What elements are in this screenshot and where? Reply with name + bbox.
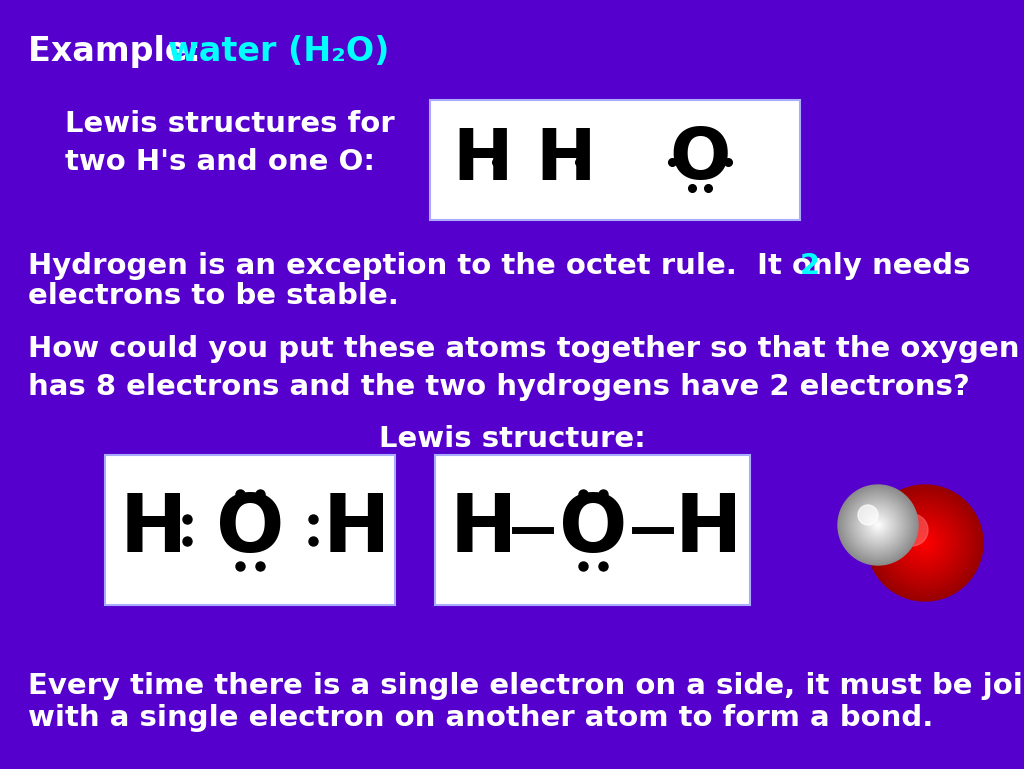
Circle shape <box>860 507 896 543</box>
Circle shape <box>894 511 956 574</box>
Circle shape <box>907 525 943 561</box>
Circle shape <box>905 524 944 562</box>
Text: H: H <box>450 491 517 569</box>
Circle shape <box>876 494 974 592</box>
Text: H: H <box>675 491 742 569</box>
Text: H: H <box>535 125 596 195</box>
Circle shape <box>874 492 976 594</box>
Circle shape <box>840 486 916 564</box>
Text: Lewis structures for
two H's and one O:: Lewis structures for two H's and one O: <box>65 110 394 176</box>
Circle shape <box>895 513 954 573</box>
Circle shape <box>896 514 928 546</box>
Circle shape <box>914 533 935 554</box>
Circle shape <box>858 505 878 525</box>
Circle shape <box>891 509 959 578</box>
Circle shape <box>850 498 905 553</box>
Circle shape <box>918 535 933 551</box>
Circle shape <box>889 508 961 579</box>
Circle shape <box>881 498 970 588</box>
Circle shape <box>885 503 966 583</box>
Text: Every time there is a single electron on a side, it must be joined: Every time there is a single electron on… <box>28 672 1024 700</box>
Circle shape <box>868 515 888 534</box>
Circle shape <box>900 518 950 568</box>
Circle shape <box>924 541 927 544</box>
Circle shape <box>868 487 982 600</box>
Text: How could you put these atoms together so that the oxygen
has 8 electrons and th: How could you put these atoms together s… <box>28 335 1020 401</box>
Circle shape <box>838 485 918 565</box>
Circle shape <box>911 530 938 557</box>
Circle shape <box>842 489 913 561</box>
Circle shape <box>920 537 931 549</box>
Circle shape <box>903 521 947 565</box>
Circle shape <box>867 485 983 601</box>
Circle shape <box>865 513 891 538</box>
Circle shape <box>841 488 915 562</box>
Circle shape <box>878 495 973 591</box>
Circle shape <box>876 522 881 528</box>
Circle shape <box>849 496 907 554</box>
Circle shape <box>922 540 928 546</box>
Circle shape <box>848 494 908 555</box>
Circle shape <box>861 508 895 541</box>
Text: Example:: Example: <box>28 35 213 68</box>
Circle shape <box>892 511 957 576</box>
Circle shape <box>872 491 977 595</box>
Circle shape <box>884 501 967 584</box>
Circle shape <box>921 538 930 548</box>
Circle shape <box>877 524 880 526</box>
Text: H: H <box>323 491 390 569</box>
Text: Hydrogen is an exception to the octet rule.  It only needs: Hydrogen is an exception to the octet ru… <box>28 252 981 280</box>
Text: water (H₂O): water (H₂O) <box>168 35 389 68</box>
Text: H: H <box>120 491 187 569</box>
Circle shape <box>863 510 893 540</box>
Circle shape <box>873 521 882 529</box>
Circle shape <box>888 506 963 580</box>
Circle shape <box>844 491 912 560</box>
Text: O: O <box>559 491 627 569</box>
Circle shape <box>859 506 897 544</box>
FancyBboxPatch shape <box>430 100 800 220</box>
Text: O: O <box>216 491 285 569</box>
Circle shape <box>898 516 951 570</box>
FancyBboxPatch shape <box>105 455 395 605</box>
Text: with a single electron on another atom to form a bond.: with a single electron on another atom t… <box>28 704 933 732</box>
Circle shape <box>887 504 964 581</box>
Circle shape <box>867 514 889 536</box>
Circle shape <box>910 528 940 558</box>
Circle shape <box>904 522 946 564</box>
Circle shape <box>869 517 887 533</box>
Circle shape <box>855 501 901 548</box>
Circle shape <box>845 492 911 558</box>
Circle shape <box>871 518 885 532</box>
Circle shape <box>856 503 900 547</box>
Circle shape <box>857 504 899 546</box>
Text: Lewis structure:: Lewis structure: <box>379 425 645 453</box>
Circle shape <box>879 497 971 589</box>
Circle shape <box>852 499 904 551</box>
Circle shape <box>897 514 953 571</box>
Circle shape <box>872 520 884 531</box>
Circle shape <box>916 534 934 552</box>
Circle shape <box>853 500 903 550</box>
Text: H: H <box>452 125 512 195</box>
Circle shape <box>901 519 949 567</box>
Circle shape <box>846 493 909 557</box>
Circle shape <box>871 489 979 597</box>
Text: O: O <box>670 125 731 195</box>
Circle shape <box>864 511 892 539</box>
Text: electrons to be stable.: electrons to be stable. <box>28 282 399 310</box>
FancyBboxPatch shape <box>435 455 750 605</box>
Circle shape <box>882 500 968 586</box>
Circle shape <box>908 527 941 559</box>
Text: 2: 2 <box>800 252 820 280</box>
Circle shape <box>870 488 980 598</box>
Circle shape <box>913 531 937 555</box>
